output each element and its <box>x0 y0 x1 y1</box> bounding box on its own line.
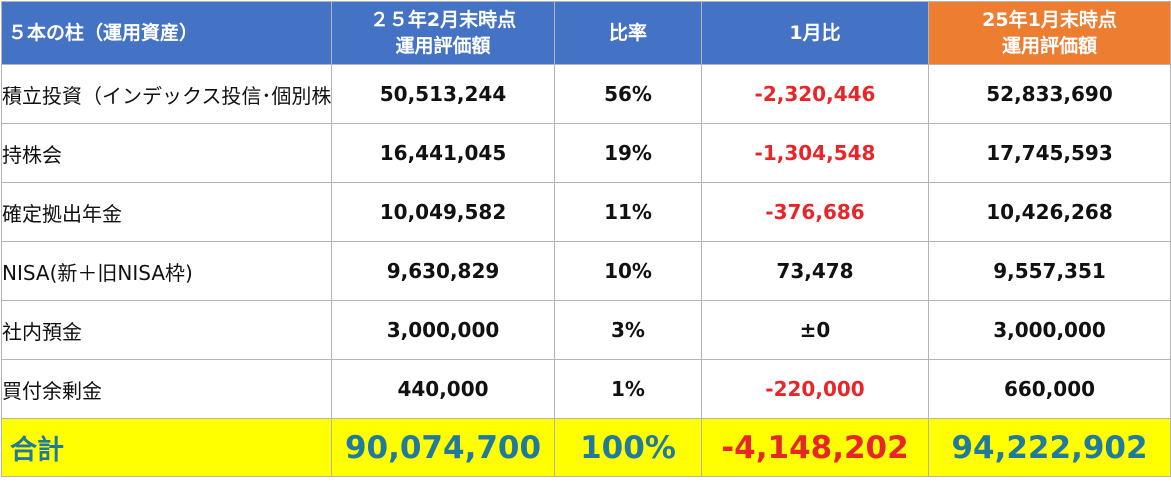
row-label: 確定拠出年金 <box>1 182 332 242</box>
row-diff: ±0 <box>701 300 929 360</box>
total-previous: 94,222,902 <box>928 418 1171 477</box>
row-ratio: 1% <box>554 359 702 419</box>
header-previous-line1: 25年1月末時点 <box>982 9 1117 31</box>
row-label: 買付余剰金 <box>1 359 332 419</box>
row-ratio: 3% <box>554 300 702 360</box>
total-diff: -4,148,202 <box>701 418 929 477</box>
header-ratio: 比率 <box>554 1 702 65</box>
header-previous-valuation: 25年1月末時点 運用評価額 <box>928 1 1171 65</box>
row-previous: 10,426,268 <box>928 182 1171 242</box>
row-previous: 17,745,593 <box>928 123 1171 183</box>
total-ratio: 100% <box>554 418 702 477</box>
row-previous: 52,833,690 <box>928 64 1171 124</box>
row-diff: -376,686 <box>701 182 929 242</box>
row-diff: -1,304,548 <box>701 123 929 183</box>
row-current: 10,049,582 <box>331 182 555 242</box>
row-previous: 3,000,000 <box>928 300 1171 360</box>
header-current-line2: 運用評価額 <box>395 35 491 57</box>
row-diff: -2,320,446 <box>701 64 929 124</box>
row-current: 3,000,000 <box>331 300 555 360</box>
row-current: 50,513,244 <box>331 64 555 124</box>
table-row: 買付余剰金 440,000 1% -220,000 660,000 <box>1 359 1171 419</box>
header-category: ５本の柱（運用資産） <box>1 1 332 65</box>
row-ratio: 19% <box>554 123 702 183</box>
row-ratio: 56% <box>554 64 702 124</box>
row-ratio: 11% <box>554 182 702 242</box>
row-label: NISA(新＋旧NISA枠) <box>1 241 332 301</box>
header-row: ５本の柱（運用資産） ２５年2月末時点 運用評価額 比率 1月比 25年1月末時… <box>1 1 1171 65</box>
table-row: 持株会 16,441,045 19% -1,304,548 17,745,593 <box>1 123 1171 183</box>
header-current-line1: ２５年2月末時点 <box>369 9 517 31</box>
header-current-valuation: ２５年2月末時点 運用評価額 <box>331 1 555 65</box>
row-previous: 9,557,351 <box>928 241 1171 301</box>
row-label: 積立投資（インデックス投信･個別株） <box>1 64 332 124</box>
row-label: 社内預金 <box>1 300 332 360</box>
total-current: 90,074,700 <box>331 418 555 477</box>
table-row: 積立投資（インデックス投信･個別株） 50,513,244 56% -2,320… <box>1 64 1171 124</box>
row-diff: -220,000 <box>701 359 929 419</box>
table-row: 社内預金 3,000,000 3% ±0 3,000,000 <box>1 300 1171 360</box>
row-current: 16,441,045 <box>331 123 555 183</box>
total-label: 合計 <box>1 418 332 477</box>
header-diff: 1月比 <box>701 1 929 65</box>
row-current: 9,630,829 <box>331 241 555 301</box>
table-row: NISA(新＋旧NISA枠) 9,630,829 10% 73,478 9,55… <box>1 241 1171 301</box>
header-previous-line2: 運用評価額 <box>1001 35 1097 57</box>
total-row: 合計 90,074,700 100% -4,148,202 94,222,902 <box>1 418 1171 477</box>
row-previous: 660,000 <box>928 359 1171 419</box>
row-ratio: 10% <box>554 241 702 301</box>
asset-table: ５本の柱（運用資産） ２５年2月末時点 運用評価額 比率 1月比 25年1月末時… <box>1 1 1171 477</box>
table-row: 確定拠出年金 10,049,582 11% -376,686 10,426,26… <box>1 182 1171 242</box>
row-diff: 73,478 <box>701 241 929 301</box>
row-label: 持株会 <box>1 123 332 183</box>
row-current: 440,000 <box>331 359 555 419</box>
